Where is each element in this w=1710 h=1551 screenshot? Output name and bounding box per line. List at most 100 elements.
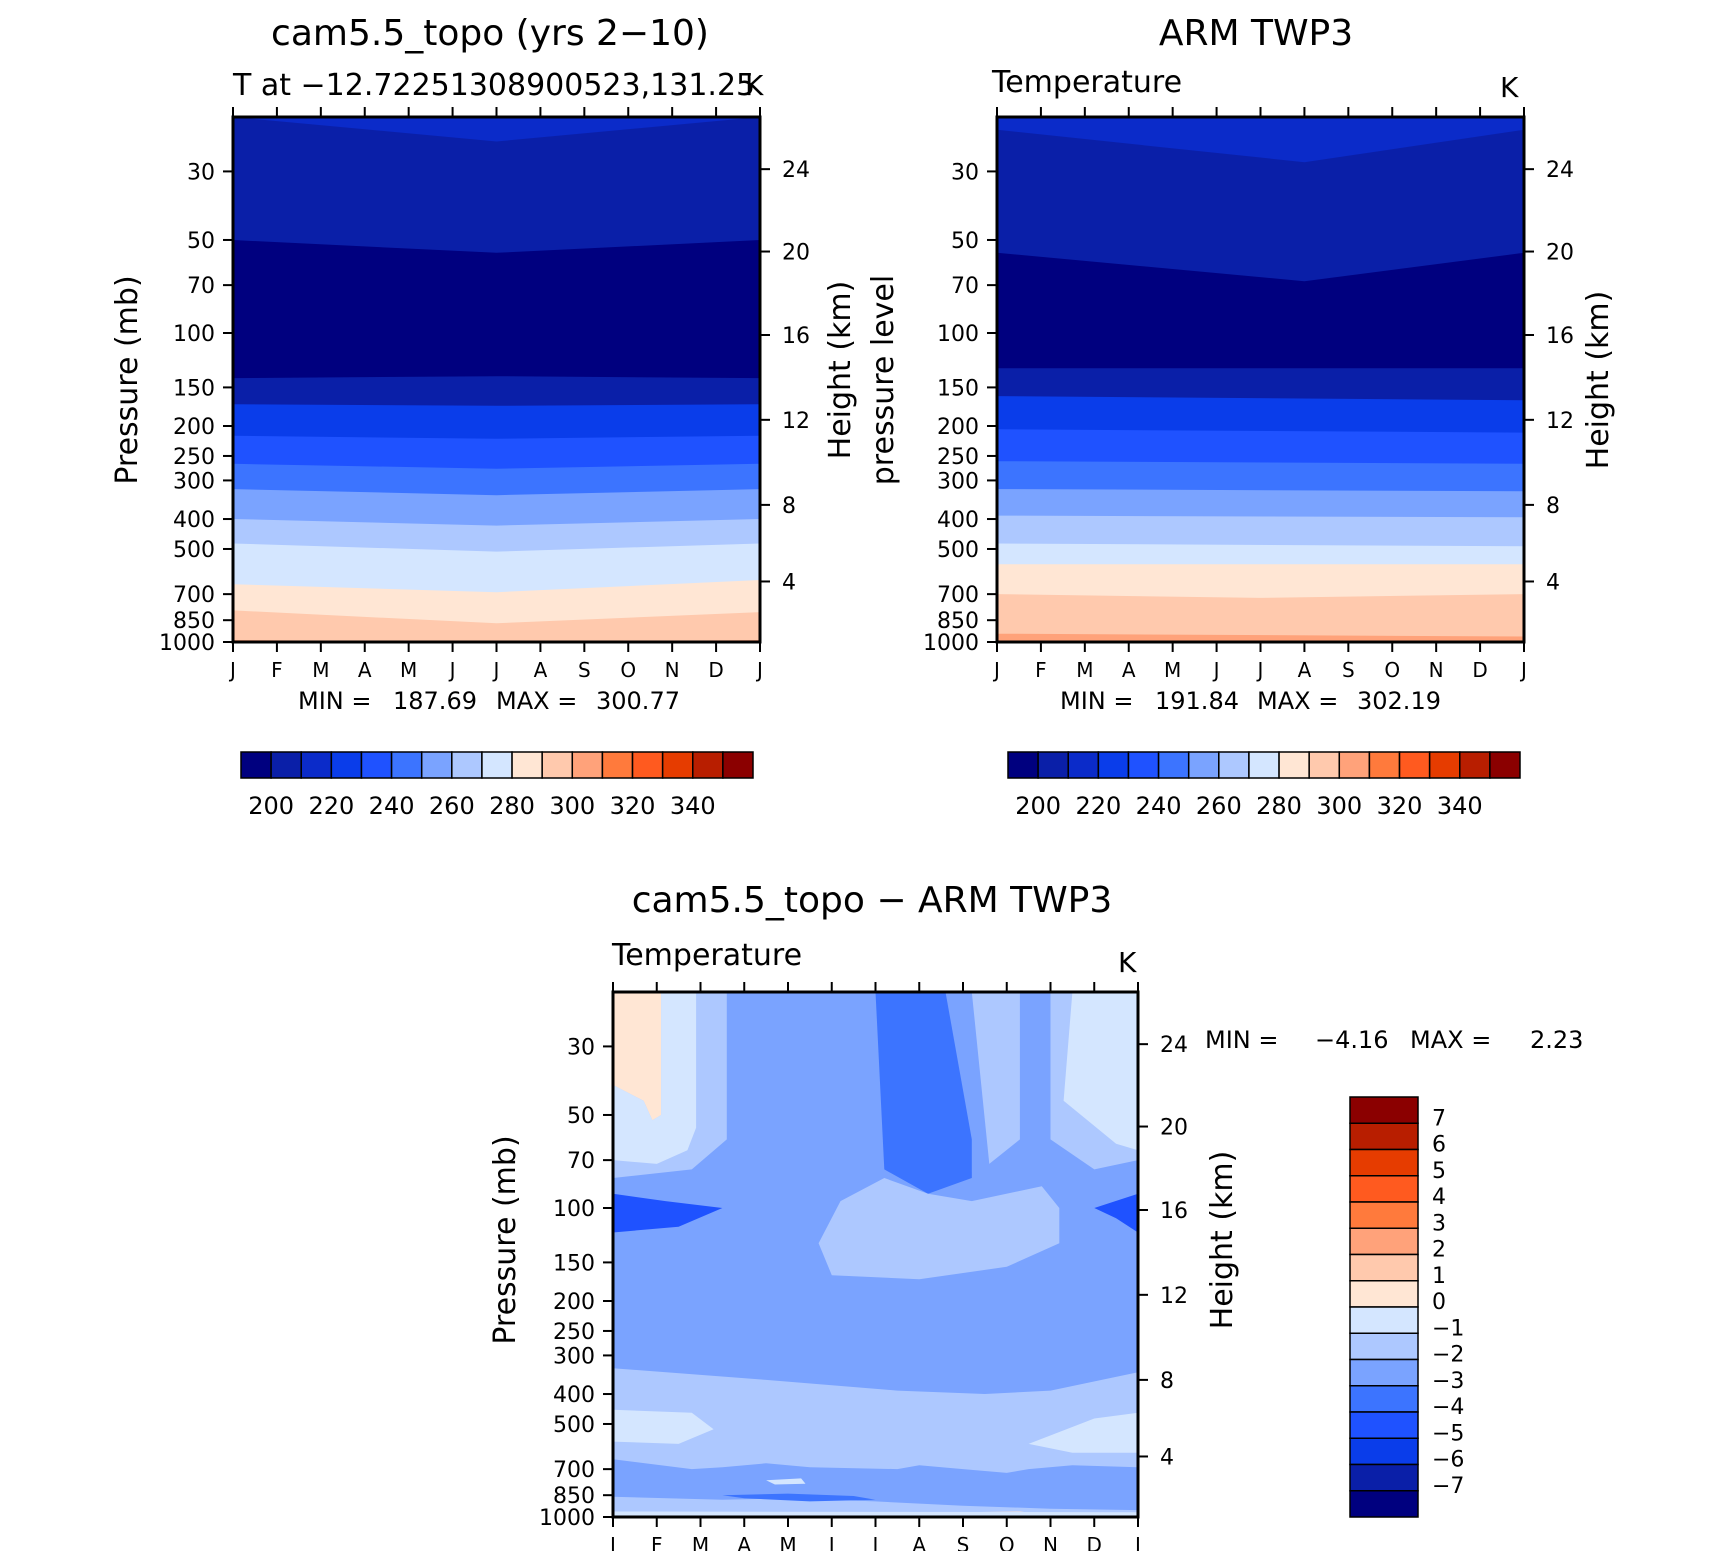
x-tick-label: M bbox=[692, 1533, 709, 1551]
colorbar-swatch bbox=[631, 751, 664, 779]
y-tick-label: 50 bbox=[187, 229, 215, 254]
panel-diff-units: K bbox=[1118, 946, 1137, 979]
panel-diff-title: cam5.5_topo − ARM TWP3 bbox=[632, 880, 1113, 921]
panel-model-max-label: MAX = bbox=[496, 687, 577, 715]
colorbar-label: −3 bbox=[1432, 1369, 1464, 1394]
colorbar-swatch bbox=[1037, 751, 1069, 779]
y2-tick-label: 20 bbox=[782, 241, 810, 266]
x-tick-label: A bbox=[737, 1533, 751, 1551]
colorbar-swatch bbox=[541, 751, 574, 779]
colorbar-label: 260 bbox=[429, 792, 475, 820]
panel-obs-min-value: 191.84 bbox=[1155, 687, 1239, 715]
diff-band-lower-right bbox=[1028, 1412, 1138, 1453]
x-tick-label: S bbox=[578, 658, 591, 682]
panel-model-stats: MIN = 187.69 MAX = 300.77 bbox=[298, 687, 680, 715]
y-tick-label: 1000 bbox=[923, 631, 979, 656]
colorbar-swatch bbox=[1489, 751, 1521, 779]
x-tick-label: J bbox=[992, 658, 1000, 682]
colorbar-label: −1 bbox=[1432, 1316, 1464, 1341]
y-tick-label: 150 bbox=[553, 1251, 595, 1276]
diff-band-lower-blue bbox=[722, 1493, 876, 1502]
colorbar-swatch bbox=[1187, 751, 1220, 779]
colorbar-swatch bbox=[1157, 751, 1190, 779]
y2-tick-label: 12 bbox=[782, 409, 810, 434]
colorbar-label: 6 bbox=[1432, 1133, 1446, 1158]
x-tick-label: J bbox=[448, 658, 456, 682]
y-tick-label: 70 bbox=[187, 274, 215, 299]
colorbar-swatch bbox=[481, 751, 513, 779]
y2-tick-label: 16 bbox=[1546, 324, 1574, 349]
colorbar-swatch bbox=[1308, 751, 1341, 779]
x-tick-label: N bbox=[665, 658, 680, 682]
colorbar-label: 340 bbox=[1437, 792, 1483, 820]
y2-tick-label: 20 bbox=[1160, 1116, 1188, 1141]
colorbar-label: 340 bbox=[670, 792, 716, 820]
x-tick-label: S bbox=[1342, 658, 1355, 682]
x-tick-label: O bbox=[1384, 658, 1400, 682]
panel-diff-subtitle: Temperature bbox=[611, 938, 802, 973]
x-tick-label: J bbox=[492, 658, 500, 682]
y-tick-label: 700 bbox=[553, 1458, 595, 1483]
y-tick-label: 400 bbox=[937, 508, 979, 533]
colorbar-label: 7 bbox=[1432, 1106, 1446, 1131]
panel-model-y2label: Height (km) bbox=[823, 281, 858, 460]
panel-diff-stats: MIN = −4.16 MAX = 2.23 bbox=[1205, 1026, 1583, 1054]
colorbar-label: 320 bbox=[1377, 792, 1423, 820]
colorbar-swatch bbox=[692, 751, 724, 779]
colorbar-swatch bbox=[1349, 1201, 1419, 1229]
y2-tick-label: 12 bbox=[1546, 409, 1574, 434]
diff-band-dark-right bbox=[1094, 1193, 1138, 1233]
panel-obs-ylabel: pressure level bbox=[866, 275, 901, 485]
x-tick-label: D bbox=[1087, 1533, 1102, 1551]
panel-model-min-label: MIN = bbox=[298, 687, 371, 715]
colorbar-swatch bbox=[1398, 751, 1431, 779]
colorbar-label: 200 bbox=[248, 792, 294, 820]
colorbar-swatch bbox=[1127, 751, 1160, 779]
colorbar-label: 320 bbox=[610, 792, 656, 820]
colorbar-swatch bbox=[360, 751, 393, 779]
colorbar-swatch bbox=[1097, 751, 1130, 779]
y-tick-label: 70 bbox=[951, 274, 979, 299]
y2-tick-label: 16 bbox=[1160, 1199, 1188, 1224]
x-tick-label: M bbox=[779, 1533, 796, 1551]
panel-obs-stats: MIN = 191.84 MAX = 302.19 bbox=[1060, 687, 1441, 715]
y2-tick-label: 8 bbox=[1160, 1369, 1174, 1394]
x-tick-label: M bbox=[1164, 658, 1181, 682]
x-tick-label: F bbox=[1035, 658, 1047, 682]
x-tick-label: A bbox=[912, 1533, 926, 1551]
panel-model-ylabel: Pressure (mb) bbox=[110, 275, 145, 484]
x-tick-label: F bbox=[271, 658, 283, 682]
x-tick-label: M bbox=[1076, 658, 1093, 682]
x-tick-label: A bbox=[1122, 658, 1136, 682]
diff-band-blue-top bbox=[875, 992, 972, 1194]
x-tick-label: A bbox=[1298, 658, 1312, 682]
colorbar-label: 3 bbox=[1432, 1211, 1446, 1236]
x-tick-label: N bbox=[1429, 658, 1444, 682]
x-tick-label: N bbox=[1043, 1533, 1058, 1551]
x-tick-label: A bbox=[358, 658, 372, 682]
colorbar-swatch bbox=[1349, 1227, 1419, 1256]
colorbar-swatch bbox=[1349, 1463, 1419, 1492]
colorbar-swatch bbox=[1428, 751, 1461, 779]
x-tick-label: J bbox=[1212, 658, 1220, 682]
contour-band-11 bbox=[997, 594, 1524, 642]
colorbar-swatch bbox=[451, 751, 483, 779]
x-tick-label: J bbox=[871, 1533, 879, 1551]
y-tick-label: 200 bbox=[173, 415, 215, 440]
y-tick-label: 50 bbox=[951, 229, 979, 254]
x-tick-label: J bbox=[228, 658, 236, 682]
y-tick-label: 850 bbox=[553, 1484, 595, 1509]
colorbar-label: 240 bbox=[1136, 792, 1182, 820]
x-tick-label: O bbox=[620, 658, 636, 682]
colorbar-label: 1 bbox=[1432, 1264, 1446, 1289]
colorbar-swatch bbox=[722, 751, 754, 779]
y2-tick-label: 16 bbox=[782, 324, 810, 349]
colorbar-swatch bbox=[1007, 751, 1039, 779]
x-tick-label: M bbox=[312, 658, 329, 682]
colorbar-label: 280 bbox=[489, 792, 535, 820]
colorbar-label: −6 bbox=[1432, 1448, 1464, 1473]
diff-band-dark-left bbox=[613, 1193, 723, 1233]
colorbar-label: 300 bbox=[1316, 792, 1362, 820]
